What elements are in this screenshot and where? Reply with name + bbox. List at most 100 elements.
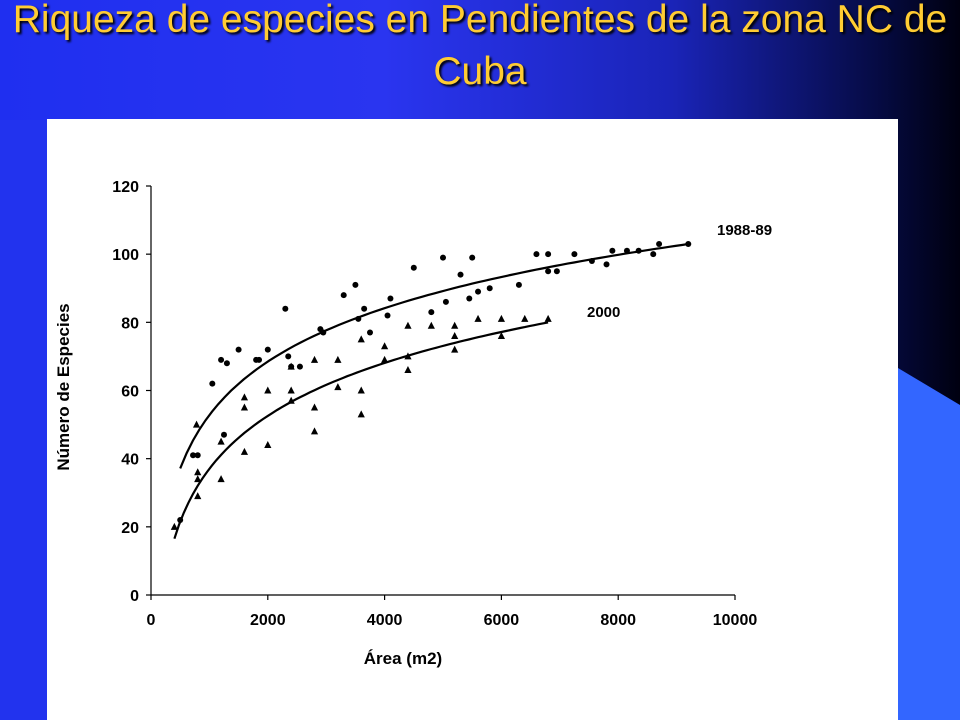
x-tick-label: 6000 bbox=[484, 612, 520, 629]
data-point-1988-89 bbox=[475, 288, 482, 295]
data-point-2000 bbox=[240, 393, 249, 401]
data-point-1988-89 bbox=[190, 452, 197, 459]
data-point-1988-89 bbox=[387, 295, 394, 302]
data-point-2000 bbox=[264, 386, 272, 394]
data-point-2000 bbox=[474, 314, 482, 322]
y-tick-label: 80 bbox=[121, 315, 139, 332]
data-point-2000 bbox=[194, 492, 202, 500]
data-point-2000 bbox=[287, 396, 295, 404]
data-point-1988-89 bbox=[340, 292, 347, 299]
data-point-1988-89 bbox=[603, 261, 610, 268]
data-point-2000 bbox=[287, 362, 295, 370]
data-point-2000 bbox=[357, 335, 365, 343]
data-point-2000 bbox=[357, 410, 365, 418]
data-point-1988-89 bbox=[457, 271, 464, 278]
data-point-1988-89 bbox=[355, 315, 362, 322]
chart-panel: 0 20 40 60 80 100 120 0 2000 4000 6000 8000 10000 Ár… bbox=[47, 119, 898, 720]
data-point-2000 bbox=[310, 355, 319, 363]
data-point-1988-89 bbox=[623, 247, 630, 254]
data-point-2000 bbox=[334, 383, 342, 391]
data-point-2000 bbox=[404, 352, 412, 360]
data-point-2000 bbox=[310, 427, 319, 435]
data-point-1988-89 bbox=[194, 452, 201, 459]
data-point-2000 bbox=[217, 437, 225, 445]
trend-line-1988-89 bbox=[179, 242, 689, 469]
data-point-2000 bbox=[217, 475, 225, 483]
data-point-1988-89 bbox=[635, 247, 642, 254]
x-tick-label: 8000 bbox=[600, 612, 636, 629]
data-point-1988-89 bbox=[545, 268, 552, 275]
data-point-2000 bbox=[544, 314, 552, 322]
background-wedge bbox=[898, 368, 960, 720]
data-point-1988-89 bbox=[218, 356, 225, 363]
x-tick-label: 4000 bbox=[367, 612, 403, 629]
data-point-1988-89 bbox=[352, 281, 359, 288]
data-point-1988-89 bbox=[486, 285, 493, 292]
data-point-2000 bbox=[287, 386, 295, 394]
data-point-2000 bbox=[404, 321, 412, 329]
species-area-chart: 0 20 40 60 80 100 120 0 2000 4000 6000 8000 10000 Ár… bbox=[54, 179, 772, 668]
x-tick-label: 10000 bbox=[713, 612, 758, 629]
data-point-1988-89 bbox=[656, 240, 663, 247]
data-point-2000 bbox=[381, 342, 389, 350]
data-point-2000 bbox=[170, 522, 178, 530]
y-tick-label: 100 bbox=[112, 247, 139, 264]
data-point-1988-89 bbox=[221, 431, 227, 438]
data-point-1988-89 bbox=[609, 247, 616, 254]
data-point-2000 bbox=[404, 366, 412, 374]
data-point-2000 bbox=[194, 475, 202, 483]
data-point-1988-89 bbox=[410, 264, 417, 271]
data-point-1988-89 bbox=[553, 268, 560, 275]
data-point-2000 bbox=[192, 420, 201, 428]
data-point-2000 bbox=[310, 403, 319, 411]
data-point-1988-89 bbox=[442, 298, 449, 305]
y-tick-label: 120 bbox=[112, 179, 139, 196]
data-point-1988-89 bbox=[256, 356, 263, 363]
y-tick-label: 40 bbox=[121, 452, 139, 469]
series-label-1988-89: 1988-89 bbox=[717, 222, 772, 239]
slide-title: Riqueza de especies en Pendientes de la … bbox=[12, 0, 948, 93]
x-tick-label: 0 bbox=[147, 612, 156, 629]
data-point-2000 bbox=[240, 447, 249, 455]
chart-labels: Área (m2) Número de Especies 1988-89 200… bbox=[54, 222, 772, 668]
data-point-2000 bbox=[427, 321, 435, 329]
data-point-1988-89 bbox=[588, 257, 595, 264]
data-point-1988-89 bbox=[361, 305, 368, 312]
data-point-1988-89 bbox=[296, 363, 303, 370]
background-left-strip bbox=[0, 120, 47, 720]
trend-lines bbox=[173, 242, 689, 540]
data-point-2000 bbox=[264, 441, 272, 449]
data-point-2000 bbox=[194, 468, 202, 476]
data-point-1988-89 bbox=[533, 251, 540, 258]
y-tick-label: 60 bbox=[121, 384, 139, 401]
data-point-1988-89 bbox=[428, 309, 435, 316]
data-point-2000 bbox=[497, 314, 505, 322]
y-tick-label: 20 bbox=[121, 520, 139, 537]
data-point-2000 bbox=[497, 331, 505, 339]
data-point-2000 bbox=[521, 314, 529, 322]
data-point-1988-89 bbox=[285, 353, 292, 360]
data-point-1988-89 bbox=[282, 305, 289, 312]
data-point-1988-89 bbox=[545, 251, 552, 258]
data-point-1988-89 bbox=[320, 329, 327, 336]
data-point-2000 bbox=[240, 403, 249, 411]
data-point-1988-89 bbox=[650, 251, 657, 258]
data-points bbox=[170, 240, 692, 530]
x-tick-label: 2000 bbox=[250, 612, 286, 629]
data-point-2000 bbox=[334, 355, 342, 363]
series-label-2000: 2000 bbox=[587, 304, 620, 321]
data-point-2000 bbox=[451, 345, 459, 353]
data-point-1988-89 bbox=[235, 346, 242, 353]
data-point-1988-89 bbox=[209, 380, 216, 387]
data-point-1988-89 bbox=[469, 254, 476, 261]
trend-line-2000 bbox=[173, 321, 549, 540]
chart-axes: 0 20 40 60 80 100 120 0 2000 4000 6000 8000 10000 bbox=[112, 179, 757, 629]
data-point-1988-89 bbox=[466, 295, 473, 302]
data-point-1988-89 bbox=[177, 517, 184, 524]
data-point-1988-89 bbox=[223, 360, 230, 367]
data-point-1988-89 bbox=[685, 240, 692, 247]
data-point-1988-89 bbox=[571, 251, 578, 258]
y-axis-label: Número de Especies bbox=[54, 303, 73, 470]
data-point-1988-89 bbox=[384, 312, 391, 319]
data-point-2000 bbox=[451, 321, 459, 329]
